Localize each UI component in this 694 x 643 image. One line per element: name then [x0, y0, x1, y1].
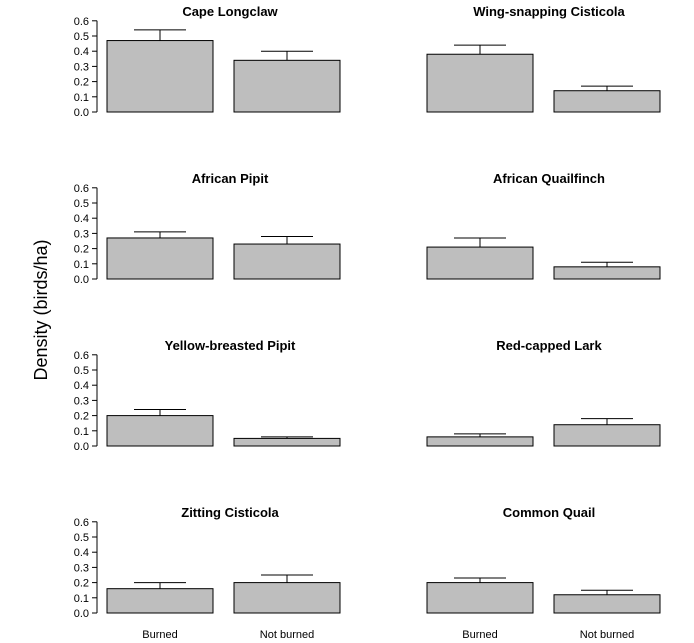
bar-burned	[106, 40, 214, 113]
chart-panel-1: Cape Longclaw 0.0 0.1 0.2 0.3 0.4 0.5 0.6	[74, 4, 341, 119]
bar-not-burned	[233, 437, 341, 447]
bar-not-burned	[233, 59, 341, 113]
bar-not-burned	[553, 424, 661, 447]
y-tick-label: 0.6	[74, 350, 89, 362]
y-tick-label: 0.1	[74, 92, 89, 104]
y-tick-label: 0.0	[74, 107, 89, 119]
bar-not-burned	[553, 90, 661, 113]
y-tick-label: 0.5	[74, 198, 89, 210]
y-tick-label: 0.0	[74, 441, 89, 453]
y-tick-label: 0.1	[74, 259, 89, 271]
panel-title: Common Quail	[503, 505, 595, 520]
bar-not-burned	[553, 266, 661, 280]
y-tick-label: 0.4	[74, 547, 89, 559]
y-tick-label: 0.5	[74, 532, 89, 544]
x-category-label: Not burned	[260, 629, 314, 641]
y-tick-label: 0.4	[74, 213, 89, 225]
y-tick-label: 0.3	[74, 61, 89, 73]
x-category-label: Not burned	[580, 629, 634, 641]
bar-not-burned	[233, 243, 341, 280]
panel-title: African Quailfinch	[493, 171, 605, 186]
chart-panel-6: Red-capped Lark	[426, 338, 661, 447]
y-tick-label: 0.2	[74, 244, 89, 256]
y-tick-label: 0.3	[74, 395, 89, 407]
x-category-label: Burned	[462, 629, 497, 641]
chart-panel-8: Common Quail	[426, 505, 661, 614]
bar-burned	[426, 582, 534, 614]
panel-title: Zitting Cisticola	[181, 505, 279, 520]
x-category-label: Burned	[142, 629, 177, 641]
y-tick-label: 0.5	[74, 365, 89, 377]
y-tick-label: 0.1	[74, 426, 89, 438]
y-tick-label: 0.6	[74, 517, 89, 529]
bar-burned	[106, 588, 214, 614]
y-tick-label: 0.2	[74, 77, 89, 89]
y-tick-label: 0.3	[74, 562, 89, 574]
y-axis-label: Density (birds/ha)	[31, 239, 51, 380]
panel-grid: Cape Longclaw 0.0 0.1 0.2 0.3 0.4 0.5 0.6 Wing-s…	[74, 4, 661, 620]
y-tick-label: 0.3	[74, 228, 89, 240]
chart-panel-3: African Pipit 0.0 0.1 0.2 0.3 0.4 0.5 0.6	[74, 171, 341, 286]
bar-burned	[426, 436, 534, 447]
bar-not-burned	[553, 594, 661, 614]
y-tick-label: 0.2	[74, 411, 89, 423]
panel-title: Cape Longclaw	[182, 4, 278, 19]
bar-burned	[426, 53, 534, 113]
y-tick-label: 0.4	[74, 46, 89, 58]
bar-burned	[106, 415, 214, 447]
panel-title: Wing-snapping Cisticola	[473, 4, 625, 19]
chart-panel-4: African Quailfinch	[426, 171, 661, 280]
bar-not-burned	[233, 582, 341, 614]
y-tick-label: 0.2	[74, 578, 89, 590]
y-tick-label: 0.1	[74, 593, 89, 605]
y-tick-label: 0.6	[74, 183, 89, 195]
y-tick-label: 0.6	[74, 16, 89, 28]
panel-title: Red-capped Lark	[496, 338, 602, 353]
y-tick-label: 0.0	[74, 608, 89, 620]
x-category-labels: Burned Not burned Burned Not burned	[142, 629, 634, 641]
y-tick-label: 0.5	[74, 31, 89, 43]
bar-burned	[106, 237, 214, 280]
chart-panel-5: Yellow-breasted Pipit 0.0 0.1 0.2 0.3 0.4 0.5 0…	[74, 338, 341, 453]
y-tick-label: 0.4	[74, 380, 89, 392]
chart-panel-7: Zitting Cisticola 0.0 0.1 0.2 0.3 0.4 0.5 0.6	[74, 505, 341, 620]
y-tick-label: 0.0	[74, 274, 89, 286]
bar-burned	[426, 246, 534, 280]
panel-title: Yellow-breasted Pipit	[165, 338, 296, 353]
panel-title: African Pipit	[192, 171, 269, 186]
chart-panel-2: Wing-snapping Cisticola	[426, 4, 661, 113]
